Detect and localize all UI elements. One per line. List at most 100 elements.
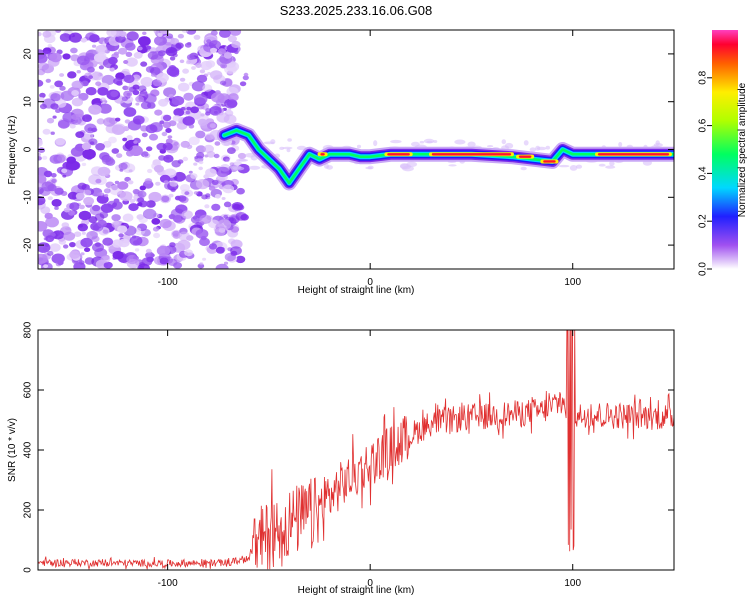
noise-blob (103, 188, 111, 194)
noise-blob (367, 165, 374, 170)
noise-blob (195, 63, 202, 68)
noise-blob (137, 263, 150, 269)
noise-blob (237, 152, 247, 160)
noise-blob (117, 225, 128, 234)
noise-blob (118, 233, 124, 238)
noise-blob (49, 243, 61, 252)
spectrogram-y-tick-label: 10 (23, 96, 34, 108)
noise-blob (67, 191, 78, 200)
noise-blob (231, 165, 242, 170)
noise-blob (106, 30, 117, 37)
noise-blob (103, 117, 116, 127)
noise-blob (112, 201, 123, 210)
noise-blob (57, 119, 70, 129)
spectrogram-x-tick-label: 0 (367, 277, 373, 288)
noise-blob (59, 85, 66, 91)
noise-blob (125, 57, 138, 67)
noise-blob (228, 238, 236, 245)
noise-blob (173, 141, 179, 146)
noise-blob (236, 158, 247, 162)
noise-blob (71, 114, 80, 120)
noise-blob (178, 231, 190, 241)
noise-blob (287, 138, 292, 142)
noise-blob (152, 79, 162, 87)
noise-blob (163, 154, 174, 163)
noise-blob (180, 184, 190, 192)
noise-blob (186, 30, 197, 35)
noise-blob (219, 80, 227, 86)
noise-blob (219, 247, 225, 251)
noise-blob (193, 162, 198, 166)
snr-series-line (38, 330, 674, 570)
noise-blob (191, 81, 206, 92)
noise-blob (113, 198, 120, 203)
noise-blob (146, 256, 154, 263)
noise-blob (223, 201, 232, 208)
noise-blob (95, 143, 105, 151)
noise-blob (217, 48, 226, 55)
noise-blob (205, 133, 215, 141)
noise-blob (529, 147, 537, 152)
noise-blob (56, 154, 67, 162)
noise-blob (111, 148, 120, 154)
noise-blob (214, 227, 226, 237)
noise-blob (137, 46, 143, 51)
noise-blob (205, 60, 216, 68)
noise-blob (43, 170, 53, 178)
noise-blob (282, 146, 293, 150)
noise-blob (204, 204, 210, 209)
noise-blob (69, 250, 80, 259)
snr-x-label: Height of straight line (km) (298, 585, 415, 596)
noise-blob (177, 239, 191, 250)
noise-blob (133, 51, 143, 59)
noise-blob (63, 207, 70, 213)
noise-blob (125, 42, 136, 51)
noise-blob (215, 263, 229, 269)
spectrogram-y-label: Frequency (Hz) (7, 116, 18, 185)
snr-frame (37, 329, 675, 571)
noise-blob (193, 191, 199, 195)
noise-blob (125, 252, 130, 256)
noise-blob (113, 51, 120, 56)
noise-blob (169, 56, 176, 61)
noise-blob (91, 71, 104, 81)
noise-blob (80, 252, 85, 256)
snr-y-tick-label: 0 (23, 567, 34, 573)
noise-blob (81, 162, 87, 167)
noise-blob (119, 191, 133, 202)
noise-blob (59, 73, 65, 77)
noise-blob (126, 31, 139, 41)
noise-blob (175, 42, 184, 49)
snr-panel: -100 0 100 0 200 400 600 800 Height of straight… (7, 321, 675, 596)
noise-blob (50, 131, 55, 135)
noise-blob (356, 144, 362, 149)
noise-blob (85, 87, 97, 96)
noise-blob (135, 95, 145, 103)
noise-blob (235, 255, 246, 264)
noise-blob (229, 30, 242, 36)
noise-blob (226, 99, 238, 108)
noise-blob (184, 191, 190, 196)
noise-blob (223, 261, 229, 265)
noise-blob (182, 156, 189, 162)
noise-blob (47, 184, 57, 192)
noise-blob (80, 237, 93, 248)
noise-blob (219, 30, 231, 38)
noise-blob (144, 178, 153, 184)
noise-blob (38, 31, 42, 37)
noise-blob (126, 135, 133, 141)
noise-blob (184, 42, 192, 48)
noise-blob (98, 103, 112, 114)
noise-blob (88, 104, 102, 115)
noise-blob (188, 170, 193, 174)
noise-blob (92, 44, 97, 48)
noise-blob (143, 201, 150, 207)
colorbar-tick-label: 0.2 (698, 214, 709, 228)
noise-blob (210, 92, 225, 103)
noise-blob (214, 194, 221, 199)
noise-blob (65, 160, 80, 171)
noise-blob (504, 142, 514, 149)
noise-blob (38, 175, 47, 184)
